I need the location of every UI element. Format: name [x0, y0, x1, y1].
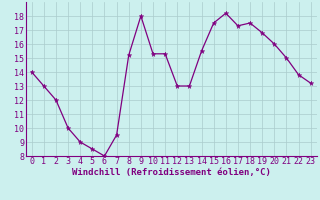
X-axis label: Windchill (Refroidissement éolien,°C): Windchill (Refroidissement éolien,°C)	[72, 168, 271, 177]
